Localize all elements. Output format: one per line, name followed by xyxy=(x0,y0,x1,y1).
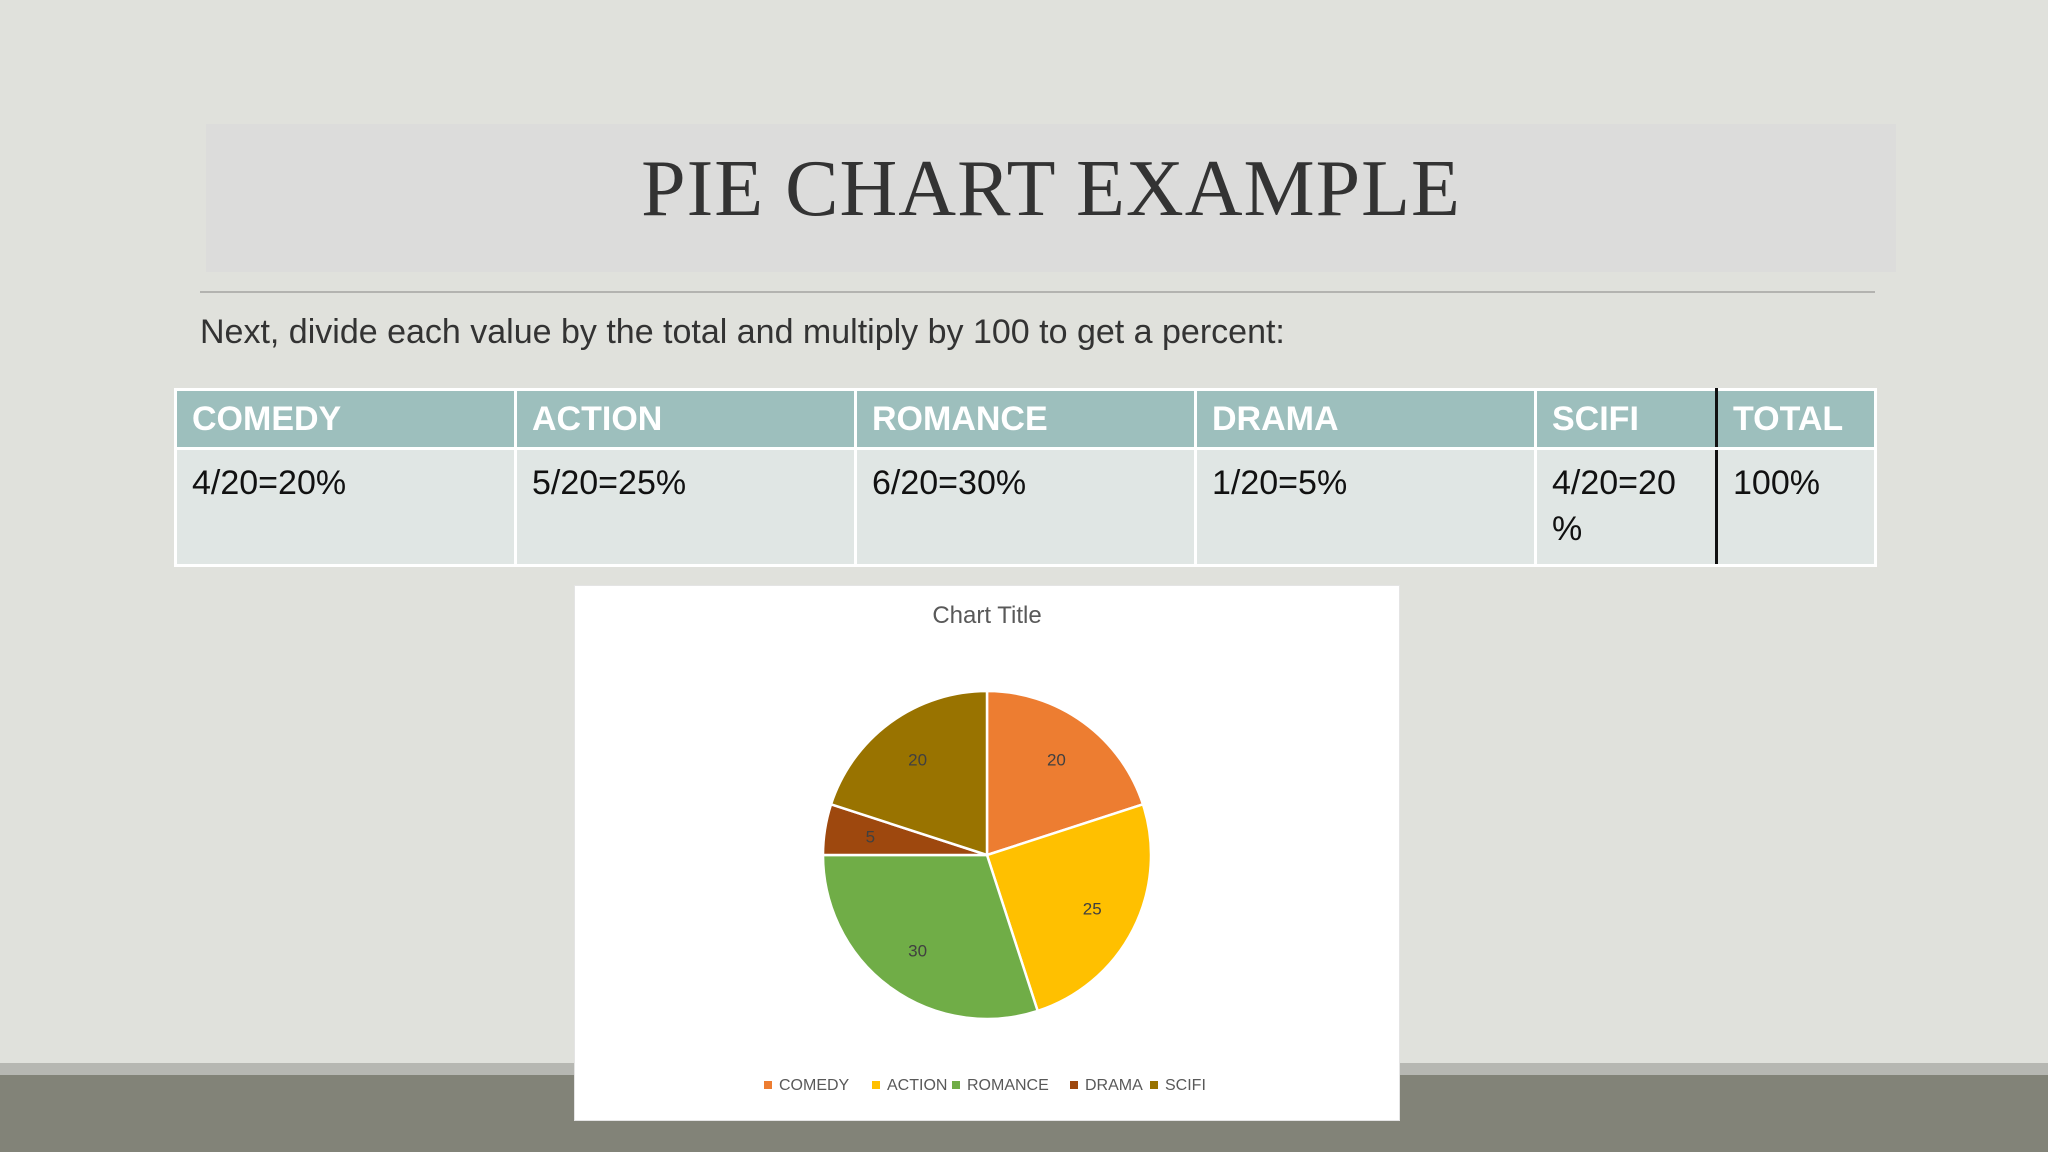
legend-label-action: ACTION xyxy=(887,1077,947,1094)
legend-swatch-drama xyxy=(1070,1081,1078,1089)
title-divider xyxy=(200,291,1875,293)
pie-chart: Chart Title 20 25 30 5 20 COMEDY ACTION ROMANC… xyxy=(764,602,1206,1094)
legend-label-drama: DRAMA xyxy=(1085,1077,1143,1094)
cell-total: 100% xyxy=(1715,447,1877,567)
header-scifi: SCIFI xyxy=(1534,388,1718,450)
table-header-row: COMEDY ACTION ROMANCE DRAMA SCIFI TOTAL xyxy=(174,388,1877,450)
legend-label-comedy: COMEDY xyxy=(779,1077,850,1094)
pie-slice-romance xyxy=(821,853,1040,1021)
pie-chart-card: Chart Title 20 25 30 5 20 COMEDY ACTION ROMANC… xyxy=(574,585,1400,1121)
legend-swatch-action xyxy=(872,1081,880,1089)
cell-drama: 1/20=5% xyxy=(1194,447,1537,567)
slide-subtitle: Next, divide each value by the total and… xyxy=(200,313,1285,351)
legend-swatch-romance xyxy=(952,1081,960,1089)
data-label-action: 25 xyxy=(1083,900,1102,919)
header-action: ACTION xyxy=(514,388,857,450)
legend-swatch-comedy xyxy=(764,1081,772,1089)
pie-slice-action xyxy=(985,802,1153,1013)
percent-table: COMEDY ACTION ROMANCE DRAMA SCIFI TOTAL … xyxy=(174,388,1877,567)
header-drama: DRAMA xyxy=(1194,388,1537,450)
legend-swatch-scifi xyxy=(1150,1081,1158,1089)
pie-slice-comedy xyxy=(985,689,1145,857)
title-band: PIE CHART EXAMPLE xyxy=(206,124,1896,272)
slide-title: PIE CHART EXAMPLE xyxy=(641,145,1461,233)
cell-comedy: 4/20=20% xyxy=(174,447,517,567)
legend-label-scifi: SCIFI xyxy=(1165,1077,1206,1094)
header-total: TOTAL xyxy=(1715,388,1877,450)
cell-romance: 6/20=30% xyxy=(854,447,1197,567)
table-row: 4/20=20% 5/20=25% 6/20=30% 1/20=5% 4/20=… xyxy=(174,447,1877,567)
data-label-scifi: 20 xyxy=(908,750,927,769)
legend-label-romance: ROMANCE xyxy=(967,1077,1049,1094)
cell-scifi: 4/20=20% xyxy=(1534,447,1718,567)
header-comedy: COMEDY xyxy=(174,388,517,450)
data-label-comedy: 20 xyxy=(1047,750,1066,769)
header-romance: ROMANCE xyxy=(854,388,1197,450)
pie-slice-scifi xyxy=(829,689,989,857)
data-label-romance: 30 xyxy=(908,942,927,961)
chart-title: Chart Title xyxy=(932,602,1041,629)
cell-action: 5/20=25% xyxy=(514,447,857,567)
data-label-drama: 5 xyxy=(866,828,875,847)
